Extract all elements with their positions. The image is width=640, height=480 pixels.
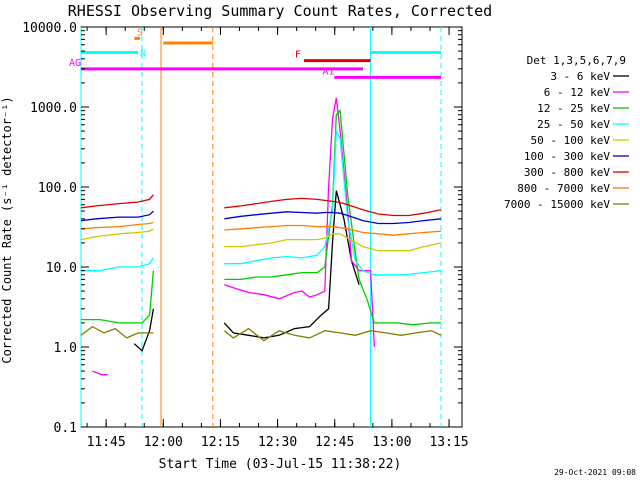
flag-label: S — [137, 27, 143, 38]
y-axis-label: Corrected Count Rate (s⁻¹ detector⁻¹) — [0, 96, 14, 363]
series-layer — [80, 97, 442, 376]
legend-item-label: 800 - 7000 keV — [517, 182, 610, 195]
series-line — [224, 233, 442, 252]
legend-item-label: 12 - 25 keV — [537, 102, 610, 115]
series-line — [92, 370, 108, 376]
legend-item-label: 300 - 800 keV — [524, 166, 610, 179]
flag-label: A1 — [322, 66, 334, 77]
series-line — [224, 224, 442, 236]
x-tick-label: 12:15 — [201, 435, 240, 450]
y-axis: 10000.0 1000.0 100.0 10.0 1.0 0.1 — [22, 21, 462, 436]
legend-item-label: 6 - 12 keV — [544, 86, 611, 99]
x-tick-label: 12:45 — [315, 435, 354, 450]
x-axis: 11:45 12:00 12:15 12:30 12:45 13:00 13:15 — [87, 27, 469, 450]
x-tick-label: 12:00 — [144, 435, 183, 450]
vertical-markers — [80, 27, 442, 427]
legend-item-label: 3 - 6 keV — [550, 70, 610, 83]
series-line — [224, 197, 442, 217]
series-line — [224, 109, 441, 326]
series-line — [80, 325, 154, 339]
legend: Det 1,3,5,6,7,9 3 - 6 keV 6 - 12 keV 12 - … — [504, 54, 629, 211]
legend-item-label: 7000 - 15000 keV — [504, 198, 610, 211]
chart-title: RHESSI Observing Summary Count Rates, Co… — [68, 2, 492, 20]
x-axis-label: Start Time (03-Jul-15 11:38:22) — [159, 457, 402, 472]
y-tick-label: 1000.0 — [30, 101, 77, 116]
legend-item-label: 100 - 300 keV — [524, 150, 610, 163]
legend-title: Det 1,3,5,6,7,9 — [527, 54, 626, 67]
attenuator-flags: SN F AG A1 — [69, 27, 442, 79]
x-tick-label: 13:15 — [429, 435, 468, 450]
legend-item-label: 50 - 100 keV — [531, 134, 611, 147]
series-line — [224, 211, 442, 225]
series-line — [223, 327, 442, 342]
series-line — [224, 128, 442, 276]
plot-timestamp: 29-Oct-2021 09:08 — [554, 468, 636, 477]
series-line — [80, 194, 154, 209]
series-line — [81, 257, 154, 272]
y-tick-label: 10.0 — [46, 261, 77, 276]
y-tick-label: 10000.0 — [22, 21, 77, 36]
series-line — [133, 308, 155, 352]
flag-label: AG — [69, 58, 81, 69]
series-line — [81, 270, 155, 324]
y-tick-label: 100.0 — [38, 181, 77, 196]
x-tick-label: 12:30 — [258, 435, 297, 450]
series-line — [80, 210, 154, 222]
series-line — [80, 221, 154, 230]
y-tick-label: 1.0 — [54, 341, 77, 356]
series-line — [80, 228, 154, 241]
x-tick-label: 13:00 — [372, 435, 411, 450]
series-line — [224, 97, 376, 348]
flag-label: N — [140, 49, 146, 60]
x-tick-label: 11:45 — [87, 435, 126, 450]
legend-item-label: 25 - 50 keV — [537, 118, 610, 131]
flag-label: F — [295, 50, 301, 61]
y-tick-label: 0.1 — [54, 421, 77, 436]
